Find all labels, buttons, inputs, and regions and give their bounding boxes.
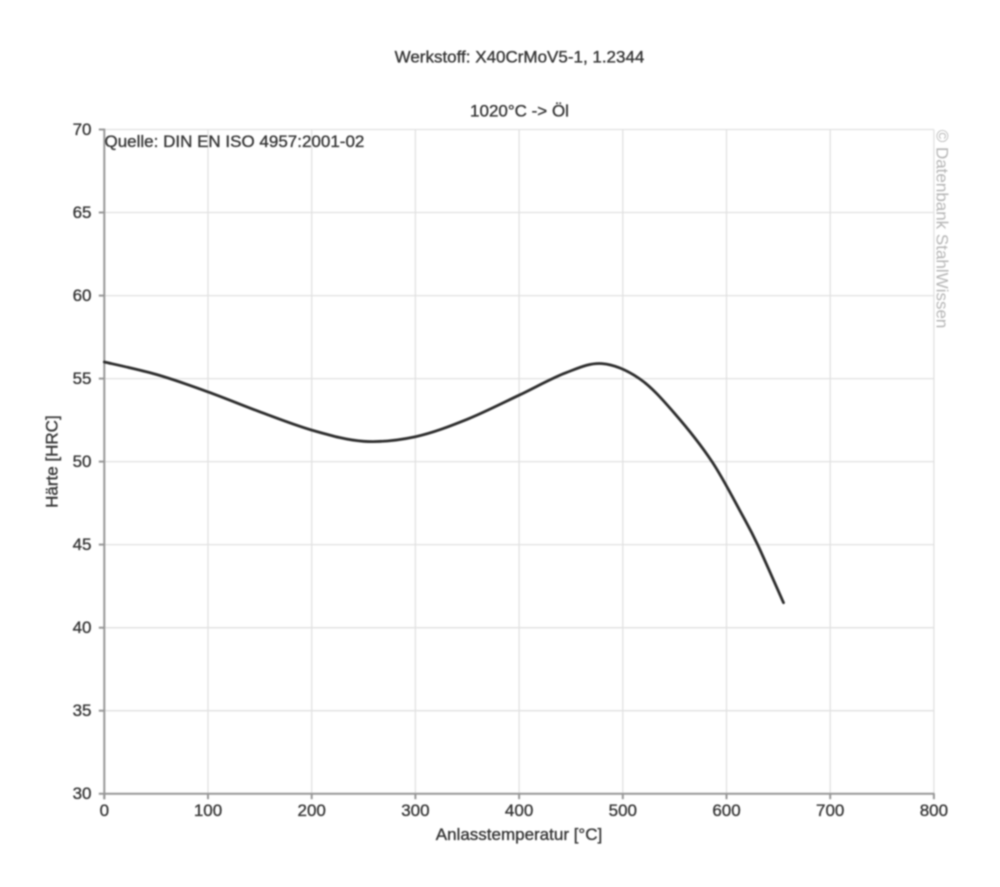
svg-text:Werkstoff: X40CrMoV5-1, 1.2344: Werkstoff: X40CrMoV5-1, 1.2344 xyxy=(395,48,645,67)
svg-text:400: 400 xyxy=(505,801,533,820)
svg-text:100: 100 xyxy=(194,801,222,820)
svg-text:800: 800 xyxy=(920,801,948,820)
svg-text:300: 300 xyxy=(401,801,429,820)
svg-text:70: 70 xyxy=(73,120,92,139)
svg-text:200: 200 xyxy=(298,801,326,820)
svg-text:700: 700 xyxy=(816,801,844,820)
svg-text:60: 60 xyxy=(73,286,92,305)
svg-text:65: 65 xyxy=(73,203,92,222)
svg-text:55: 55 xyxy=(73,369,92,388)
svg-text:Quelle: DIN EN ISO 4957:2001-0: Quelle: DIN EN ISO 4957:2001-02 xyxy=(105,132,365,151)
svg-text:30: 30 xyxy=(73,784,92,803)
svg-text:Härte [HRC]: Härte [HRC] xyxy=(43,415,62,508)
svg-text:50: 50 xyxy=(73,452,92,471)
svg-text:45: 45 xyxy=(73,535,92,554)
svg-text:35: 35 xyxy=(73,701,92,720)
svg-text:600: 600 xyxy=(712,801,740,820)
svg-text:500: 500 xyxy=(609,801,637,820)
svg-text:0: 0 xyxy=(100,801,109,820)
svg-text:40: 40 xyxy=(73,618,92,637)
svg-text:1020°C -> Öl: 1020°C -> Öl xyxy=(470,102,569,121)
svg-text:© Datenbank StahlWissen: © Datenbank StahlWissen xyxy=(933,130,952,329)
svg-text:Anlasstemperatur [°C]: Anlasstemperatur [°C] xyxy=(436,825,602,844)
